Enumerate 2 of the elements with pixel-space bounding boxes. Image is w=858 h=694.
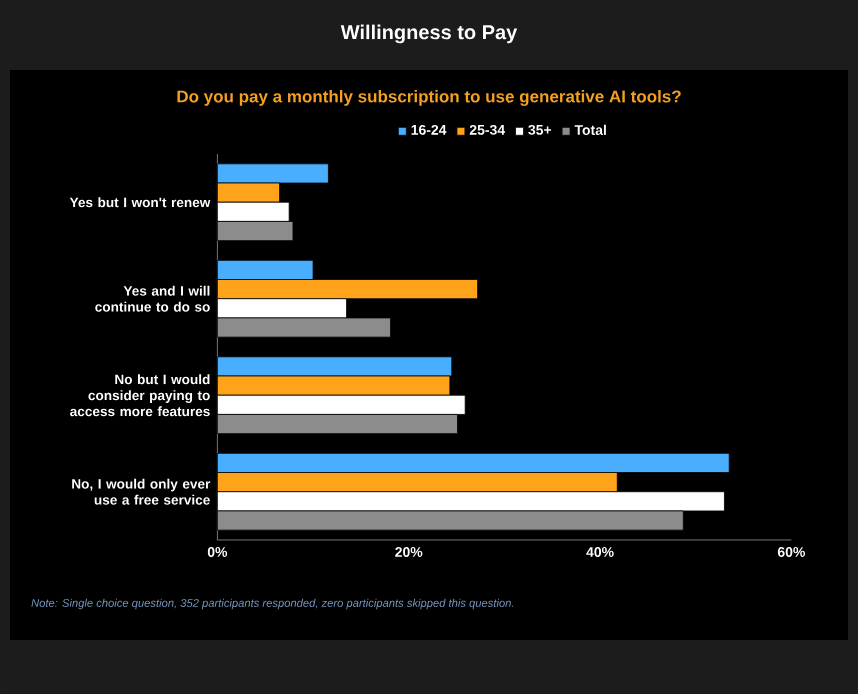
chart-subtitle: Do you pay a monthly subscription to use generative AI tools?: [177, 90, 681, 106]
chart-title: Willingness to Pay: [340, 24, 518, 44]
